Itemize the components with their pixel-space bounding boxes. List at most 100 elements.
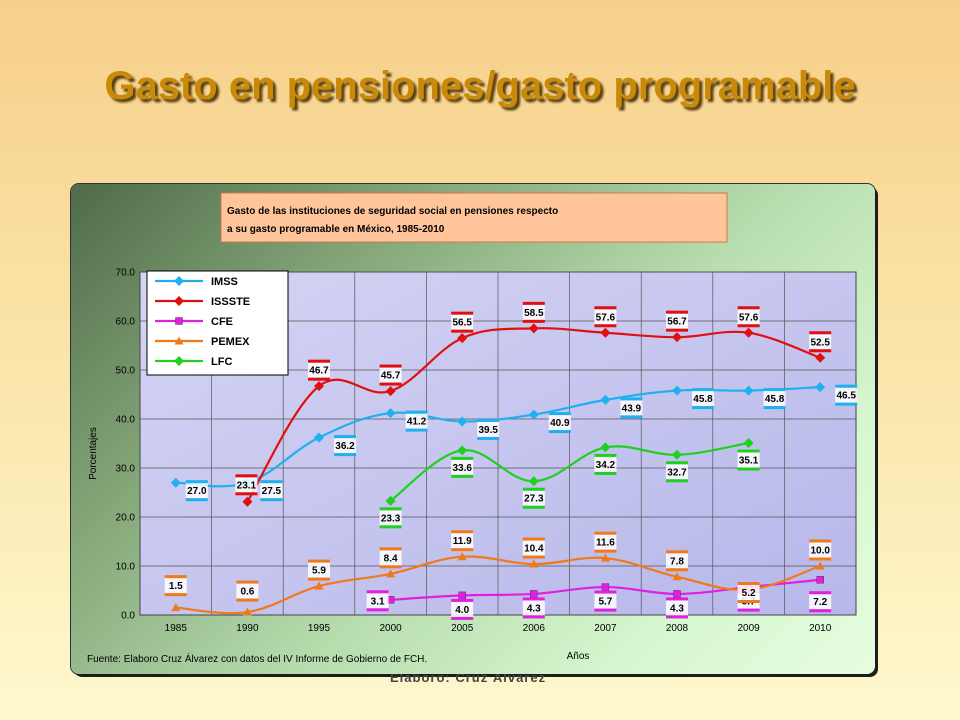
data-point-imss [672, 385, 682, 396]
data-label-bg [548, 415, 571, 431]
data-label-bg [522, 490, 545, 506]
data-label: 39.5 [478, 425, 498, 436]
y-tick-label: 40.0 [116, 415, 136, 426]
data-point-cfe [458, 591, 466, 600]
legend-marker-pemex [174, 336, 184, 345]
data-label-bar [522, 319, 545, 323]
data-label-bar [379, 565, 402, 569]
data-point-lfc [743, 438, 754, 449]
y-tick-label: 70.0 [116, 268, 136, 279]
data-point-issste [600, 327, 611, 338]
data-label: 56.5 [452, 318, 472, 329]
data-label: 27.3 [524, 494, 544, 505]
data-label-bar [451, 616, 474, 620]
data-label-bg [451, 601, 474, 617]
data-label: 36.2 [335, 441, 355, 452]
y-tick-label: 50.0 [116, 366, 136, 377]
data-label: 10.4 [524, 544, 544, 555]
legend-marker-imss [174, 276, 184, 286]
data-label-bg [594, 456, 617, 472]
data-label-bar [236, 598, 259, 602]
data-point-cfe [816, 576, 824, 584]
data-label-bg [666, 600, 688, 616]
data-label-bar [594, 324, 617, 328]
data-label-bar [522, 537, 545, 541]
data-label-bg [594, 593, 617, 609]
data-label-bar [666, 550, 688, 554]
data-label-bar [594, 471, 617, 475]
data-point-issste [528, 323, 539, 334]
data-point-imss [314, 432, 324, 443]
data-label: 57.6 [596, 312, 616, 323]
legend-label: LFC [211, 356, 232, 368]
data-label-bg [366, 593, 389, 609]
data-label-bar [666, 479, 688, 483]
data-label-bg [451, 459, 474, 475]
data-label: 34.2 [596, 460, 616, 471]
data-label: 45.8 [693, 394, 713, 405]
data-label-bg [809, 542, 832, 558]
data-point-imss [457, 416, 468, 427]
data-label-bg [379, 510, 402, 526]
x-tick-label: 1990 [236, 623, 259, 634]
slide-title: Gasto en pensiones/gasto programable [104, 64, 856, 108]
data-point-lfc [600, 442, 611, 453]
data-label-bar [835, 402, 858, 406]
data-label-bar [379, 382, 402, 386]
data-label-bg [235, 477, 258, 493]
data-label-bar [260, 480, 283, 484]
data-label-bg [809, 594, 832, 610]
y-axis-title: Porcentajes [88, 427, 99, 480]
data-label-bar [763, 388, 786, 392]
data-label-bar [451, 548, 474, 552]
data-label: 41.2 [407, 417, 427, 428]
data-label: 58.5 [524, 308, 544, 319]
data-label-bar [737, 608, 760, 612]
data-label-bar [737, 306, 760, 310]
data-label: 57.6 [739, 312, 759, 323]
data-label-bar [594, 453, 617, 457]
data-point-imss [743, 385, 754, 396]
x-tick-label: 2006 [523, 623, 546, 634]
data-label-bg [334, 438, 356, 454]
data-point-pemex [171, 603, 181, 612]
data-label: 1.5 [169, 581, 183, 592]
y-tick-label: 10.0 [116, 562, 136, 573]
data-label-bar [334, 435, 356, 439]
data-point-pemex [672, 572, 682, 581]
data-point-pemex [314, 581, 324, 590]
data-label-bg [666, 553, 688, 569]
legend-label: ISSSTE [211, 296, 250, 308]
data-label: 5.2 [742, 588, 756, 599]
data-label-bg [522, 540, 545, 556]
chart-title-line: Gasto de las instituciones de seguridad … [227, 206, 558, 217]
data-label: 11.6 [596, 538, 615, 549]
data-label-bar [260, 498, 283, 502]
data-label: 7.8 [670, 556, 684, 567]
data-label-bar [185, 498, 208, 502]
data-label-bg [405, 413, 428, 429]
series-line-pemex [175, 555, 821, 615]
data-label-bar [451, 456, 474, 460]
data-label-bar [451, 530, 474, 534]
chart-title-box [220, 192, 728, 243]
data-label-bar [666, 597, 688, 601]
data-label: 0.6 [240, 587, 254, 598]
data-label-bar [737, 600, 760, 604]
data-label-bar [308, 377, 330, 381]
data-label-bar [379, 525, 402, 529]
data-label-bg [308, 362, 330, 378]
data-label-bg [809, 334, 832, 350]
data-label-bar [594, 590, 617, 594]
data-label-bar [379, 364, 402, 368]
data-point-lfc [672, 449, 682, 460]
data-label-bg [451, 533, 474, 549]
data-point-lfc [457, 445, 468, 456]
data-label-bg [451, 314, 474, 330]
data-point-pemex [457, 552, 467, 561]
x-tick-label: 2007 [594, 623, 617, 634]
data-label: 7.2 [813, 597, 827, 608]
data-label-bar [236, 580, 259, 584]
data-point-issste [314, 381, 324, 392]
data-label-bg [737, 309, 760, 325]
